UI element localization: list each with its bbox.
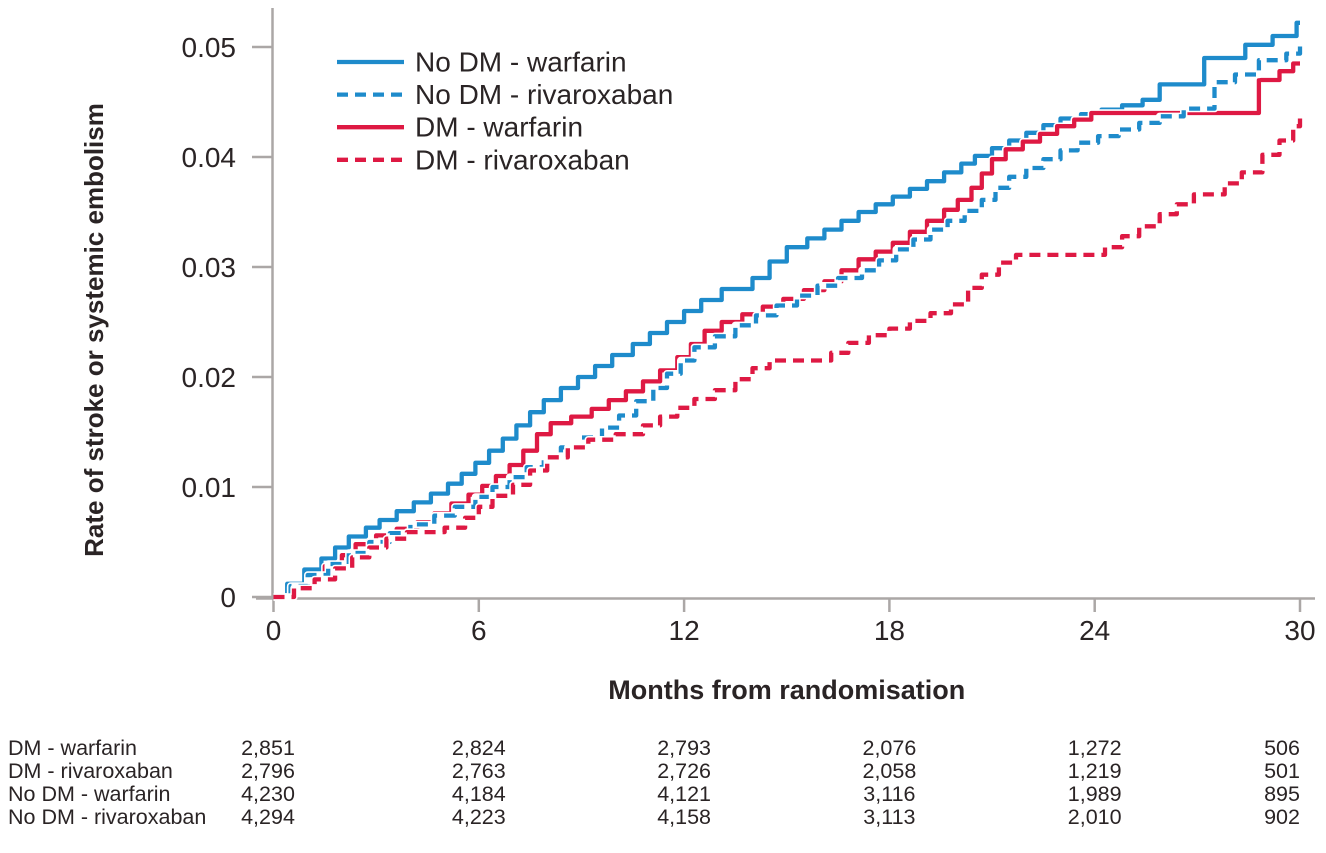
risk-value: 2,763 xyxy=(452,759,506,783)
risk-value: 3,113 xyxy=(863,805,915,829)
y-tick-label: 0.04 xyxy=(182,142,237,173)
risk-value: 3,116 xyxy=(863,782,915,806)
y-tick-label: 0.01 xyxy=(182,472,237,503)
curve-dm-rivaroxaban xyxy=(273,116,1303,600)
legend-label-dm-warfarin: DM - warfarin xyxy=(415,112,583,143)
x-tick-label: 18 xyxy=(874,615,905,646)
y-axis-title: Rate of stroke or systemic embolism xyxy=(79,103,109,557)
curve-no-dm-warfarin xyxy=(273,20,1300,600)
risk-value: 1,989 xyxy=(1068,782,1122,806)
x-tick-label: 0 xyxy=(266,615,282,646)
risk-value: 1,272 xyxy=(1068,736,1122,760)
risk-row-label-no-dm-rivaroxaban: No DM - rivaroxaban xyxy=(8,805,206,829)
x-axis-title: Months from randomisation xyxy=(608,675,965,705)
risk-value: 4,230 xyxy=(241,782,295,806)
x-tick-label: 12 xyxy=(669,615,700,646)
x-tick-label: 30 xyxy=(1284,615,1315,646)
risk-value: 902 xyxy=(1264,805,1300,829)
risk-value: 4,294 xyxy=(241,805,295,829)
legend-label-no-dm-warfarin: No DM - warfarin xyxy=(415,47,627,78)
risk-value: 501 xyxy=(1264,759,1300,783)
risk-value: 2,824 xyxy=(452,736,506,760)
x-tick-label: 6 xyxy=(471,615,487,646)
risk-value: 2,796 xyxy=(241,759,295,783)
risk-value: 2,793 xyxy=(657,736,711,760)
risk-value: 2,076 xyxy=(862,736,916,760)
risk-value: 2,010 xyxy=(1068,805,1122,829)
risk-row-label-dm-warfarin: DM - warfarin xyxy=(8,736,137,760)
legend-label-dm-rivaroxaban: DM - rivaroxaban xyxy=(415,144,630,175)
y-tick-label: 0.05 xyxy=(182,32,237,63)
y-tick-label: 0 xyxy=(220,582,236,613)
risk-value: 4,184 xyxy=(452,782,506,806)
risk-value: 2,058 xyxy=(862,759,916,783)
risk-value: 895 xyxy=(1264,782,1300,806)
risk-value: 2,726 xyxy=(657,759,711,783)
x-tick-label: 24 xyxy=(1079,615,1110,646)
risk-value: 4,158 xyxy=(657,805,711,829)
risk-row-label-dm-rivaroxaban: DM - rivaroxaban xyxy=(8,759,173,783)
risk-value: 1,219 xyxy=(1068,759,1122,783)
legend-label-no-dm-rivaroxaban: No DM - rivaroxaban xyxy=(415,79,673,110)
risk-value: 4,121 xyxy=(657,782,711,806)
y-tick-label: 0.03 xyxy=(182,252,237,283)
risk-value: 4,223 xyxy=(452,805,506,829)
risk-row-label-no-dm-warfarin: No DM - warfarin xyxy=(8,782,170,806)
risk-value: 506 xyxy=(1264,736,1300,760)
y-tick-label: 0.02 xyxy=(182,362,237,393)
curve-no-dm-rivaroxaban xyxy=(273,44,1303,600)
risk-value: 2,851 xyxy=(241,736,295,760)
